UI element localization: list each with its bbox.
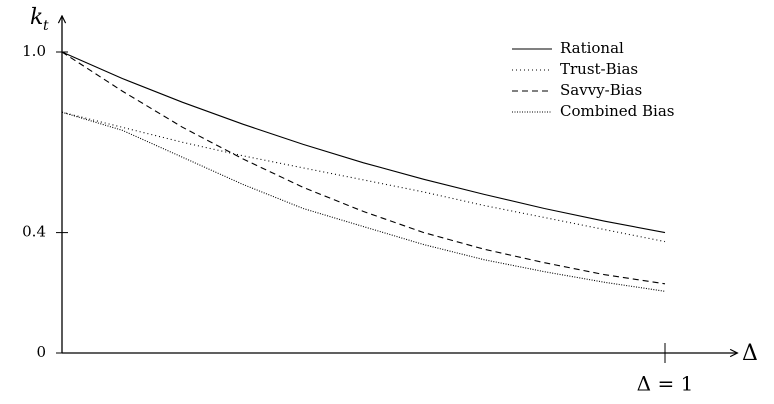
line-series bbox=[61, 111, 666, 243]
y-tick-label: 1.0 bbox=[22, 42, 46, 60]
y-axis-label-subscript: t bbox=[43, 18, 49, 34]
line-series bbox=[61, 51, 666, 285]
y-tick-label: 0.4 bbox=[22, 223, 46, 241]
y-tick-label: 0 bbox=[36, 343, 46, 361]
legend-label: Savvy-Bias bbox=[560, 81, 642, 99]
legend-label: Rational bbox=[560, 39, 624, 57]
y-axis-label: k bbox=[30, 5, 43, 30]
legend-label: Trust-Bias bbox=[560, 60, 638, 78]
line-series bbox=[61, 51, 666, 234]
legend-label: Combined Bias bbox=[560, 102, 675, 120]
x-axis-label: Δ bbox=[742, 341, 758, 366]
x-tick-label: Δ = 1 bbox=[637, 372, 694, 396]
line-series bbox=[61, 111, 666, 292]
